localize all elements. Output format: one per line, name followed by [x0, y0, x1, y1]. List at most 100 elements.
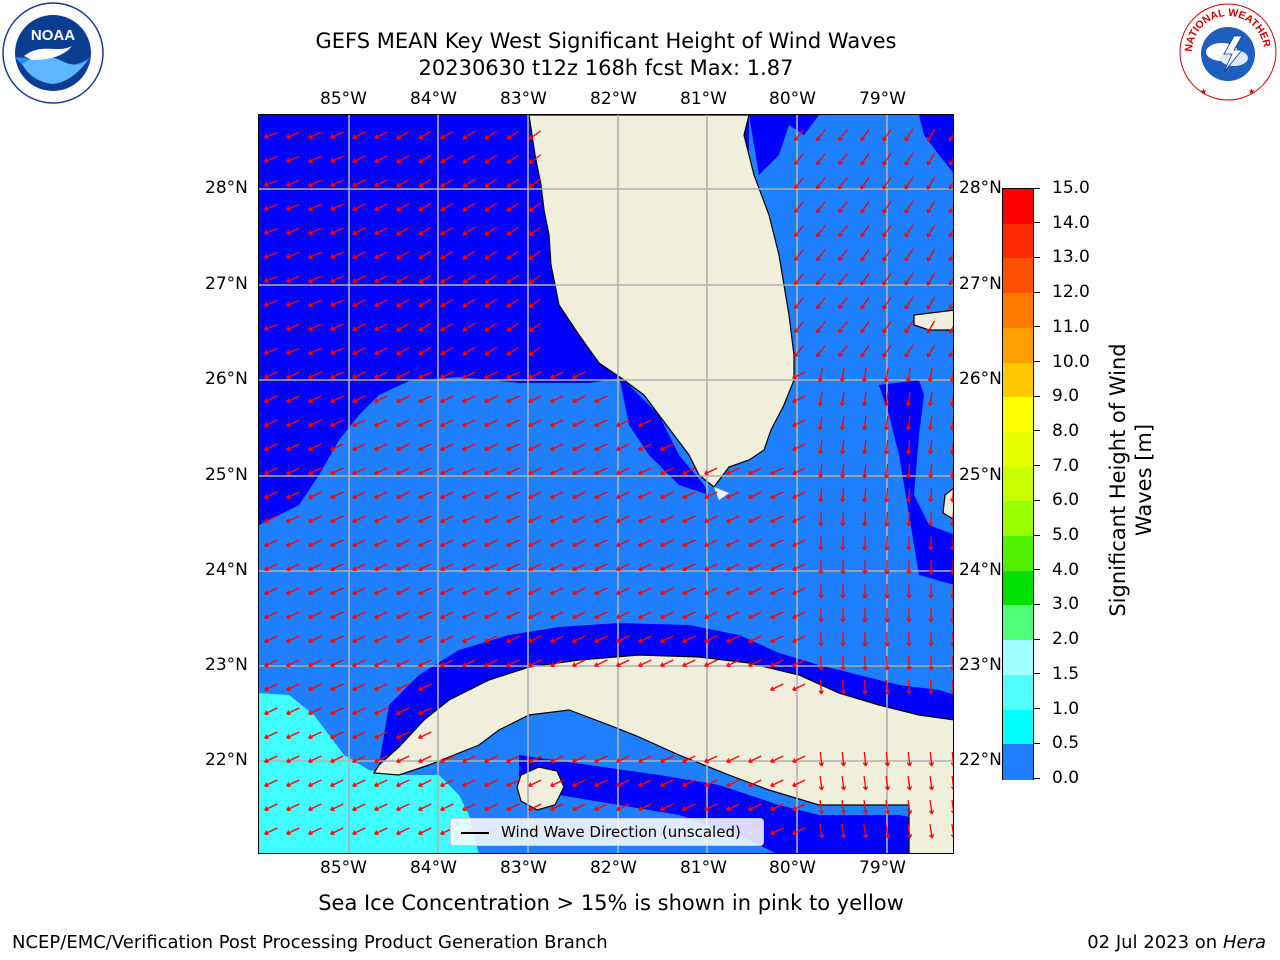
wave-direction-arrow — [308, 347, 322, 355]
wave-direction-arrow — [352, 539, 366, 547]
colorbar-segment — [1003, 709, 1033, 745]
wave-direction-arrow — [308, 251, 322, 259]
wave-direction-arrowhead — [396, 374, 401, 380]
wave-direction-arrowhead — [462, 398, 467, 404]
wind-wave-arrows — [263, 128, 953, 839]
wave-direction-arrow — [682, 659, 696, 667]
wave-direction-arrow — [374, 779, 388, 787]
lat-label: 23°N — [959, 655, 1002, 675]
wave-direction-arrowhead — [704, 518, 709, 524]
wave-direction-arrowhead — [818, 666, 824, 671]
wave-direction-arrow — [286, 803, 300, 811]
wave-direction-arrow — [462, 539, 476, 547]
lat-label: 26°N — [205, 369, 248, 389]
wave-direction-arrow — [330, 203, 344, 211]
wave-direction-arrow — [264, 155, 278, 163]
wave-direction-arrow — [948, 229, 953, 238]
wave-direction-arrow — [726, 635, 740, 643]
wave-direction-arrow — [794, 201, 804, 213]
wave-direction-arrow — [882, 224, 892, 238]
wave-direction-arrow — [863, 823, 867, 839]
wave-direction-arrowhead — [883, 450, 890, 455]
wave-direction-arrowhead — [638, 422, 643, 428]
wave-direction-arrow — [308, 611, 322, 619]
wave-direction-arrow — [352, 755, 366, 763]
wave-direction-arrow — [374, 515, 388, 523]
wave-direction-arrowhead — [594, 398, 599, 404]
wave-direction-arrow — [352, 131, 366, 139]
wave-direction-arrowhead — [374, 158, 379, 164]
wave-direction-arrow — [594, 803, 608, 811]
wave-direction-arrowhead — [374, 326, 379, 332]
wave-direction-arrow — [550, 779, 564, 787]
wave-direction-arrow — [484, 491, 498, 499]
wave-direction-arrowhead — [374, 470, 379, 476]
wave-direction-arrowhead — [884, 786, 891, 791]
wave-direction-arrowhead — [948, 161, 953, 166]
wave-direction-arrow — [820, 655, 822, 671]
wave-direction-arrow — [330, 515, 344, 523]
wave-direction-arrow — [440, 130, 454, 140]
wave-direction-arrowhead — [264, 782, 269, 788]
wave-direction-arrow — [286, 443, 300, 451]
wave-direction-arrowhead — [506, 638, 511, 644]
wave-direction-arrowhead — [418, 494, 423, 500]
wave-direction-arrowhead — [264, 686, 269, 692]
wave-direction-arrow — [286, 131, 300, 139]
wave-direction-arrowhead — [550, 782, 555, 788]
wave-direction-arrow — [330, 299, 344, 307]
wave-direction-arrowhead — [726, 542, 731, 548]
wave-direction-arrow — [264, 515, 278, 523]
colorbar-tick-label: 1.5 — [1052, 663, 1080, 684]
wave-direction-arrowhead — [726, 518, 731, 524]
wave-direction-arrowhead — [396, 710, 401, 716]
wave-direction-arrow — [374, 299, 388, 307]
wave-direction-arrowhead — [374, 782, 379, 788]
wave-direction-arrow — [792, 611, 806, 619]
wave-direction-arrow — [726, 515, 740, 523]
wave-direction-arrowhead — [638, 566, 643, 572]
wave-direction-arrowhead — [882, 328, 887, 334]
wave-direction-arrowhead — [352, 206, 357, 212]
wave-direction-arrowhead — [838, 280, 843, 286]
wave-direction-arrow — [440, 419, 454, 427]
wave-direction-arrow — [860, 248, 870, 262]
wave-direction-arrowhead — [792, 398, 797, 404]
wave-direction-arrowhead — [330, 806, 335, 812]
sea-low-waves-atlantic-north — [749, 115, 819, 175]
wave-direction-arrowhead — [396, 590, 401, 596]
wave-direction-arrowhead — [440, 302, 445, 308]
land-florida-keys — [714, 487, 729, 500]
wave-direction-arrowhead — [928, 809, 935, 815]
wave-direction-arrow — [792, 779, 806, 787]
wave-direction-arrow — [572, 587, 586, 595]
wave-direction-arrowhead — [862, 642, 868, 647]
wave-direction-arrow — [462, 202, 476, 212]
wave-direction-arrowhead — [770, 494, 775, 500]
wave-direction-arrowhead — [418, 686, 423, 692]
wave-direction-arrowhead — [550, 806, 555, 812]
wave-direction-arrow — [330, 347, 344, 355]
lon-label: 80°W — [769, 89, 816, 109]
wave-direction-arrowhead — [506, 446, 511, 452]
wave-direction-arrow — [506, 322, 520, 332]
wave-direction-arrow — [330, 155, 344, 163]
wave-direction-arrow — [506, 467, 520, 475]
wave-direction-arrowhead — [264, 758, 269, 764]
wave-direction-arrow — [484, 298, 498, 308]
wave-direction-arrowhead — [726, 806, 731, 812]
wave-direction-arrowhead — [926, 185, 932, 190]
wave-direction-arrow — [951, 441, 953, 455]
wave-direction-arrow — [396, 683, 410, 691]
wave-direction-arrowhead — [396, 182, 401, 188]
wave-direction-arrow — [528, 635, 542, 643]
colorbar-tick-mark — [1034, 187, 1040, 189]
wave-direction-arrowhead — [660, 566, 665, 572]
wave-direction-arrowhead — [440, 638, 445, 644]
wave-direction-arrowhead — [638, 446, 643, 452]
map-panel[interactable]: Wind Wave Direction (unscaled) — [258, 114, 954, 854]
wave-direction-arrowhead — [816, 160, 821, 166]
wave-direction-arrow — [926, 176, 936, 190]
wave-direction-arrow — [704, 755, 718, 763]
wave-direction-arrowhead — [926, 257, 932, 262]
